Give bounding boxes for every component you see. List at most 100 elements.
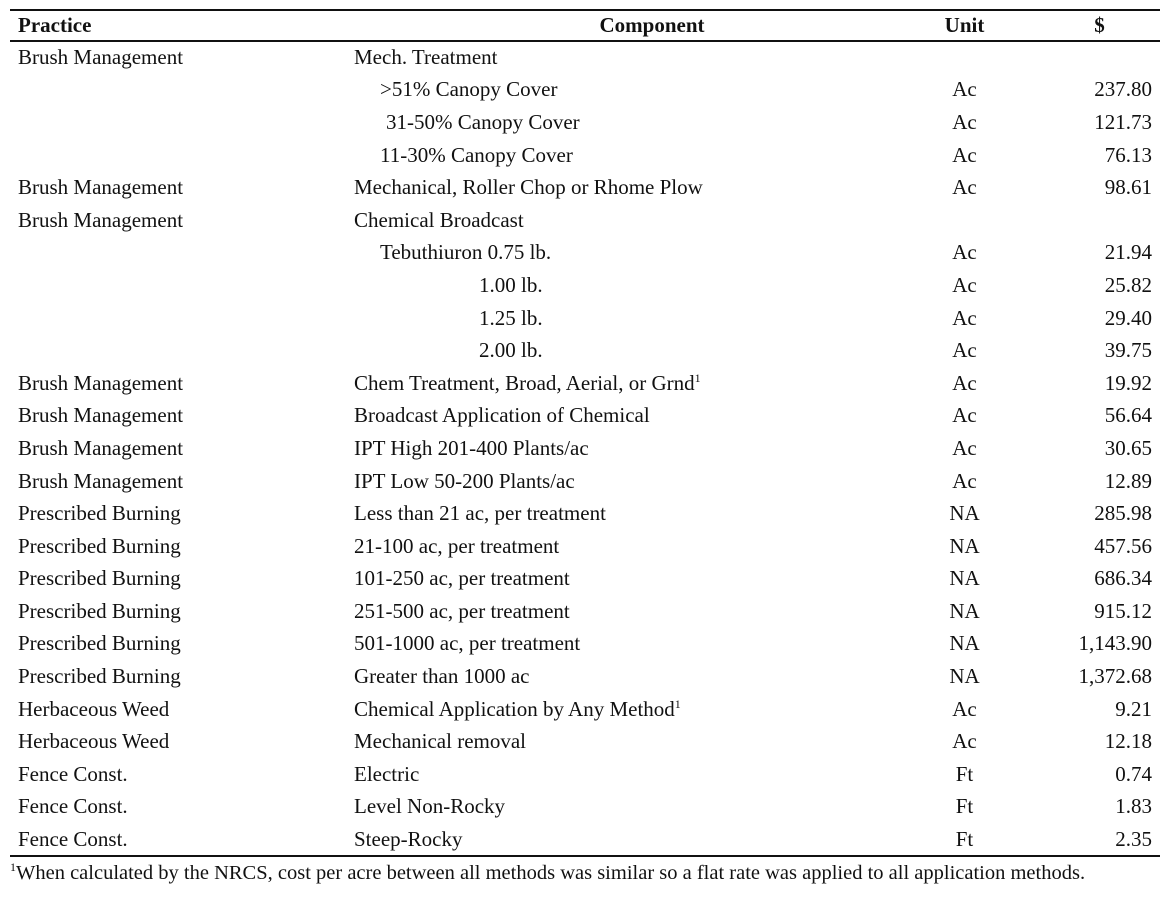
- cell-component: Chemical Broadcast: [346, 204, 898, 237]
- header-dollar: $: [1019, 9, 1160, 42]
- table-body: Brush Management Mech. Treatment >51% Cano…: [10, 41, 1160, 857]
- cell-component: 11-30% Canopy Cover: [346, 139, 898, 172]
- table-row: Prescribed Burning Greater than 1000 ac NA…: [10, 660, 1160, 693]
- cell-unit: Ac: [952, 305, 977, 330]
- table-row: 1.25 lb. Ac 29.40: [10, 302, 1160, 335]
- component-text: Greater than 1000 ac: [354, 664, 530, 689]
- cell-dollar: 76.13: [1104, 142, 1152, 167]
- cell-unit: Ac: [952, 370, 977, 395]
- footnote-ref: 1: [694, 370, 701, 385]
- table-row: Brush Management Mech. Treatment: [10, 41, 1160, 74]
- cell-component: Electric: [346, 758, 898, 791]
- cell-practice: [10, 74, 346, 107]
- component-text: 1.25 lb.: [479, 305, 543, 330]
- cell-practice: Brush Management: [18, 370, 184, 395]
- cell-dollar: 21.94: [1104, 240, 1152, 265]
- footnote-ref: 1: [674, 696, 681, 711]
- cell-unit: Ac: [952, 77, 977, 102]
- component-text: IPT High 201-400 Plants/ac: [354, 435, 589, 460]
- cell-unit: NA: [949, 533, 980, 558]
- component-text: Broadcast Application of Chemical: [354, 403, 650, 428]
- cell-dollar: 1.83: [1115, 794, 1152, 819]
- cell-component: Tebuthiuron 0.75 lb.: [346, 237, 898, 270]
- cell-dollar: 12.18: [1104, 729, 1152, 754]
- table-row: Prescribed Burning Less than 21 ac, per t…: [10, 497, 1160, 530]
- component-text: 11-30% Canopy Cover: [380, 142, 573, 167]
- cell-component: 1.00 lb.: [346, 269, 898, 302]
- table-row: Prescribed Burning 101-250 ac, per treatm…: [10, 563, 1160, 596]
- cell-component: Steep-Rocky: [346, 823, 898, 857]
- component-text: >51% Canopy Cover: [380, 77, 558, 102]
- cell-dollar: 457.56: [1094, 533, 1152, 558]
- cell-unit: Ac: [952, 696, 977, 721]
- cell-component: Broadcast Application of Chemical: [346, 400, 898, 433]
- component-text: Chemical Application by Any Method: [354, 696, 675, 721]
- table-row: 2.00 lb. Ac 39.75: [10, 334, 1160, 367]
- header-unit: Unit: [898, 9, 1019, 42]
- cell-dollar: 19.92: [1104, 370, 1152, 395]
- cell-practice: Prescribed Burning: [18, 598, 181, 623]
- table-header: Practice Component Unit $: [10, 9, 1160, 42]
- cell-dollar: 25.82: [1104, 272, 1152, 297]
- table-row: Fence Const. Steep-Rocky Ft 2.35: [10, 823, 1160, 857]
- cell-component: Greater than 1000 ac: [346, 660, 898, 693]
- cell-practice: Brush Management: [18, 468, 184, 493]
- footnote-marker: 1: [10, 860, 16, 875]
- cell-dollar: 1,372.68: [1078, 664, 1153, 689]
- cell-practice: Brush Management: [18, 175, 184, 200]
- component-text: Chem Treatment, Broad, Aerial, or Grnd: [354, 370, 695, 395]
- cell-unit: Ac: [952, 729, 977, 754]
- cell-dollar: 2.35: [1019, 823, 1160, 857]
- cell-dollar: 237.80: [1094, 77, 1152, 102]
- cell-unit: Ac: [952, 142, 977, 167]
- cell-unit: NA: [949, 664, 980, 689]
- cell-dollar: 30.65: [1104, 435, 1152, 460]
- cell-unit: Ac: [952, 403, 977, 428]
- cell-practice: [10, 269, 346, 302]
- header-practice: Practice: [10, 9, 346, 42]
- cell-practice: Brush Management: [18, 435, 184, 460]
- cell-practice: Brush Management: [18, 403, 184, 428]
- cell-practice: Prescribed Burning: [18, 631, 181, 656]
- cell-component: Chem Treatment, Broad, Aerial, or Grnd1: [346, 367, 898, 400]
- cell-component: 251-500 ac, per treatment: [346, 595, 898, 628]
- table-row: Brush Management Chemical Broadcast: [10, 204, 1160, 237]
- cell-unit: NA: [949, 598, 980, 623]
- component-text: Mech. Treatment: [354, 45, 498, 70]
- component-text: 21-100 ac, per treatment: [354, 533, 560, 558]
- table-row: Brush Management Broadcast Application of…: [10, 400, 1160, 433]
- cell-component: Mechanical removal: [346, 725, 898, 758]
- component-text: Level Non-Rocky: [354, 794, 506, 819]
- cell-dollar: 121.73: [1094, 109, 1152, 134]
- cell-component: 21-100 ac, per treatment: [346, 530, 898, 563]
- component-text: 1.00 lb.: [479, 272, 543, 297]
- cell-dollar: [1019, 204, 1160, 237]
- cell-dollar: 29.40: [1104, 305, 1152, 330]
- component-text: 501-1000 ac, per treatment: [354, 631, 581, 656]
- cell-unit: Ac: [952, 338, 977, 363]
- cell-practice: Brush Management: [18, 207, 184, 232]
- cell-unit: Ac: [952, 109, 977, 134]
- table-row: Fence Const. Level Non-Rocky Ft 1.83: [10, 791, 1160, 824]
- table-row: Brush Management Mechanical, Roller Chop …: [10, 171, 1160, 204]
- cell-practice: Prescribed Burning: [18, 501, 181, 526]
- cell-unit: NA: [949, 501, 980, 526]
- component-text: 101-250 ac, per treatment: [354, 566, 570, 591]
- cell-unit: Ac: [952, 240, 977, 265]
- table-row: Brush Management Chem Treatment, Broad, A…: [10, 367, 1160, 400]
- cell-practice: Fence Const.: [10, 823, 346, 857]
- cell-component: IPT Low 50-200 Plants/ac: [346, 465, 898, 498]
- table-row: >51% Canopy Cover Ac 237.80: [10, 74, 1160, 107]
- cell-dollar: 915.12: [1094, 598, 1152, 623]
- cell-component: 501-1000 ac, per treatment: [346, 628, 898, 661]
- cell-dollar: 98.61: [1104, 175, 1152, 200]
- footnote-text: When calculated by the NRCS, cost per ac…: [16, 862, 1086, 884]
- cell-practice: Herbaceous Weed: [18, 696, 170, 721]
- component-text: 31-50% Canopy Cover: [386, 109, 580, 134]
- cell-dollar: 1,143.90: [1078, 631, 1153, 656]
- cell-unit: [898, 41, 1019, 74]
- component-text: Mechanical, Roller Chop or Rhome Plow: [354, 175, 703, 200]
- cell-component: 1.25 lb.: [346, 302, 898, 335]
- table-row: Tebuthiuron 0.75 lb. Ac 21.94: [10, 237, 1160, 270]
- cell-unit: Ft: [898, 823, 1019, 857]
